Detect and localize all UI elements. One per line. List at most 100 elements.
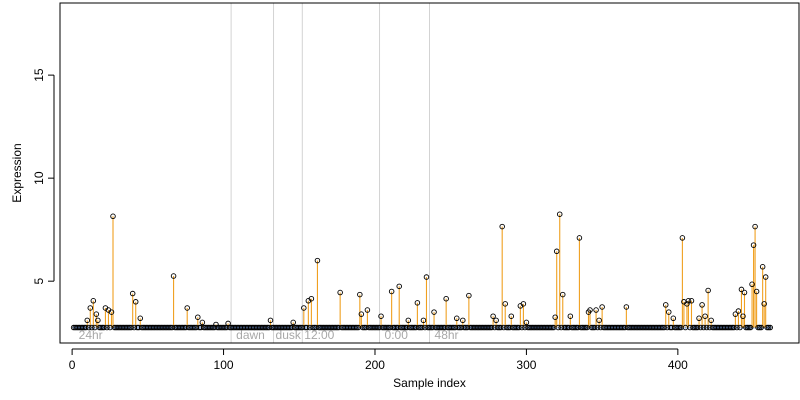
data-point — [731, 324, 737, 331]
data-point — [661, 324, 667, 331]
data-point-peak — [84, 317, 91, 324]
phase-label: 48hr — [435, 328, 459, 342]
data-point — [764, 324, 770, 331]
data-point-peak — [357, 291, 363, 298]
data-point — [461, 324, 468, 331]
data-point-peak — [685, 298, 692, 304]
data-point-peak — [696, 315, 702, 322]
data-point — [179, 324, 186, 331]
data-point-peak — [762, 274, 769, 280]
data-point-peak — [431, 309, 437, 315]
data-point-peak — [599, 304, 605, 310]
data-point — [401, 324, 407, 331]
data-point — [332, 324, 339, 331]
data-point-peak — [499, 223, 505, 230]
data-point-peak — [759, 264, 766, 270]
data-point — [756, 324, 763, 331]
data-point — [519, 324, 525, 331]
data-point — [416, 324, 422, 331]
data-point — [101, 324, 107, 331]
data-point-peak — [670, 315, 677, 322]
data-point-peak — [195, 314, 201, 320]
data-point — [588, 324, 595, 331]
data-point — [755, 324, 761, 331]
data-point — [296, 324, 303, 331]
data-point-peak — [587, 307, 593, 313]
data-point — [455, 324, 462, 331]
data-point — [166, 324, 172, 331]
data-point — [676, 324, 683, 331]
data-point — [497, 324, 504, 331]
data-point — [488, 324, 495, 331]
data-point-peak — [576, 235, 583, 241]
data-point — [285, 324, 292, 331]
data-point — [555, 324, 561, 331]
data-point-peak — [93, 311, 100, 317]
data-point-peak — [290, 319, 296, 326]
data-point-peak — [699, 302, 705, 308]
phase-label: 24hr — [79, 328, 103, 342]
data-point-peak — [508, 313, 515, 319]
data-point — [767, 324, 773, 331]
data-point — [700, 324, 707, 331]
data-point — [354, 324, 360, 331]
data-point — [572, 324, 578, 331]
data-point — [737, 324, 743, 331]
data-point — [125, 324, 131, 331]
x-axis: 0 100 200 300 400 — [69, 348, 688, 372]
data-point-peak — [423, 274, 430, 280]
data-point — [675, 324, 681, 331]
data-point — [190, 324, 197, 331]
phase-label: 12:00 — [304, 328, 334, 342]
data-point-peak — [662, 302, 669, 308]
data-point-peak — [308, 295, 315, 302]
data-point-peak — [741, 289, 748, 296]
data-point — [582, 324, 589, 331]
data-point-peak — [708, 317, 714, 324]
data-point-peak — [556, 211, 563, 217]
phase-label: 0:00 — [385, 328, 409, 342]
data-point — [310, 324, 316, 331]
x-axis-label: Sample index — [393, 376, 466, 390]
data-point — [220, 324, 227, 331]
data-point — [747, 324, 754, 331]
data-point — [728, 324, 734, 331]
data-point-peak — [502, 301, 508, 307]
data-point — [691, 324, 698, 331]
data-point — [128, 324, 134, 331]
data-point — [98, 324, 104, 331]
data-point-peak — [405, 317, 412, 324]
data-point — [503, 324, 510, 331]
data-point-peak — [364, 307, 371, 313]
data-point-peak — [301, 305, 307, 311]
data-point — [658, 324, 664, 331]
data-point — [694, 324, 701, 331]
data-point-peak — [752, 223, 758, 230]
data-point — [352, 324, 359, 331]
data-point — [384, 324, 390, 331]
data-point — [89, 324, 95, 331]
data-point — [758, 324, 764, 331]
data-point-peak — [132, 299, 139, 305]
data-point-peak — [493, 317, 499, 324]
data-point-peak — [596, 317, 602, 324]
phase-label: dusk — [276, 328, 302, 342]
data-point-peak — [396, 283, 402, 290]
plot-border — [59, 2, 800, 344]
data-point-peak — [761, 301, 767, 307]
data-point — [373, 324, 380, 331]
data-point — [594, 324, 601, 331]
x-tick-label: 300 — [516, 358, 536, 372]
data-point — [485, 324, 492, 331]
x-tick-label: 0 — [69, 358, 76, 372]
data-point — [494, 324, 501, 331]
data-point-peak — [358, 311, 365, 317]
data-point — [744, 324, 751, 331]
data-point-peak — [560, 291, 566, 298]
data-point-peak — [110, 213, 116, 220]
x-tick-label: 400 — [668, 358, 688, 372]
data-point — [208, 324, 215, 331]
data-point — [547, 324, 554, 331]
phase-label: dawn — [236, 328, 265, 342]
data-point-peak — [735, 308, 742, 314]
